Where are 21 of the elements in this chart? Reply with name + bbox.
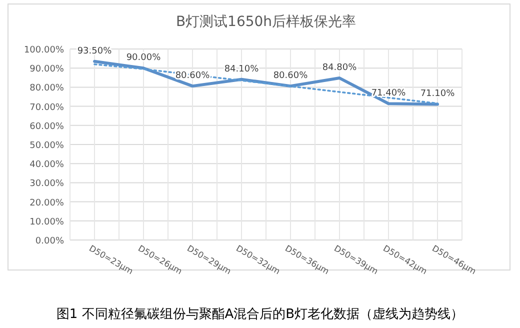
caption: 图1 不同粒径氟碳组份与聚酯A混合后的B灯老化数据（虚线为趋势线） [56,307,464,322]
y-tick-label: 40.00% [30,160,64,170]
chart-title: B灯测试1650h后样板保光率 [176,14,356,30]
y-tick-label: 20.00% [30,198,64,208]
data-label: 84.10% [224,64,260,74]
data-label: 71.10% [420,89,456,100]
y-tick-label: 70.00% [30,102,64,113]
data-label: 84.80% [322,63,358,74]
data-label: 80.60% [175,71,210,82]
data-label: 93.50% [77,46,112,56]
y-tick-label: 100.00% [24,46,64,56]
y-tick-label: 0.00% [35,236,64,246]
y-tick-label: 10.00% [30,217,64,228]
y-tick-label: 50.00% [30,141,64,151]
data-label: 90.00% [126,53,162,64]
y-tick-label: 80.00% [30,84,64,94]
y-tick-label: 60.00% [30,122,64,132]
data-label: 71.40% [371,88,406,99]
y-tick-label: 30.00% [30,179,64,190]
data-label: 80.60% [273,71,308,82]
y-tick-label: 90.00% [30,64,64,75]
